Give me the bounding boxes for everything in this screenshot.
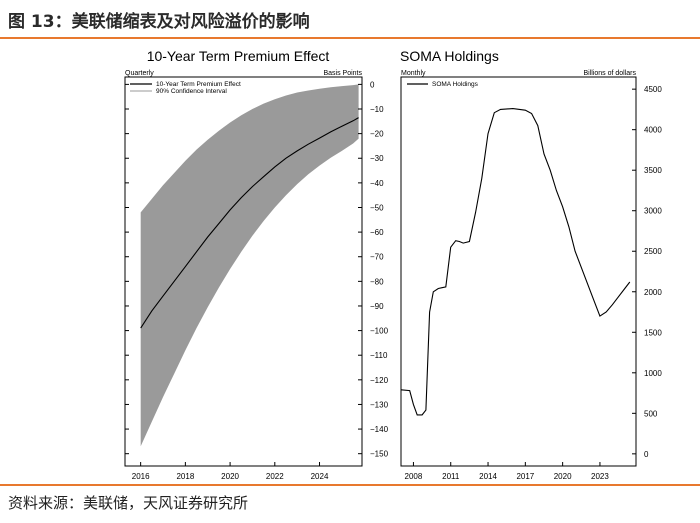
right-y-tick-label: 1000 — [644, 369, 662, 378]
right-y-tick-label: 2500 — [644, 247, 662, 256]
left-legend: 10-Year Term Premium Effect 90% Confiden… — [130, 81, 241, 95]
left-y-tick-label: −50 — [370, 203, 384, 212]
left-y-tick-label: −140 — [370, 425, 389, 434]
right-chart-subtitle-left: Monthly — [401, 70, 426, 77]
left-y-tick-label: −150 — [370, 450, 389, 459]
right-y-tick-label: 4000 — [644, 126, 662, 135]
right-y-tick-label: 0 — [644, 450, 649, 459]
right-y-tick-label: 3500 — [644, 166, 662, 175]
right-x-tick-label: 2011 — [442, 472, 460, 481]
left-x-tick-label: 2020 — [221, 472, 239, 481]
left-x-tick-label: 2018 — [176, 472, 194, 481]
right-y-tick-label: 3000 — [644, 207, 662, 216]
legend-term-premium: 10-Year Term Premium Effect — [156, 81, 241, 88]
figure-title: 图 13：美联储缩表及对风险溢价的影响 — [8, 12, 310, 32]
left-y-tick-label: −100 — [370, 327, 389, 336]
left-chart-subtitle-left: Quarterly — [125, 70, 154, 77]
term-premium-line — [140, 117, 359, 329]
top-rule — [0, 37, 700, 39]
term-premium-chart: 10-Year Term Premium Effect Quarterly Ba… — [124, 48, 389, 481]
right-chart-title: SOMA Holdings — [400, 48, 499, 64]
right-x-tick-label: 2008 — [405, 472, 423, 481]
left-x-tick-label: 2016 — [132, 472, 150, 481]
left-y-tick-label: −20 — [370, 130, 384, 139]
soma-holdings-chart: SOMA Holdings Monthly Billions of dollar… — [400, 48, 662, 481]
right-x-tick-label: 2023 — [591, 472, 609, 481]
left-y-tick-label: −90 — [370, 302, 384, 311]
legend-confidence-interval: 90% Confidence Interval — [156, 88, 227, 95]
right-y-tick-label: 1500 — [644, 328, 662, 337]
left-y-tick-label: −80 — [370, 277, 384, 286]
left-y-tick-label: −30 — [370, 154, 384, 163]
source-note: 资料来源：美联储，天风证券研究所 — [8, 494, 249, 512]
bottom-rule — [0, 484, 700, 486]
right-x-tick-label: 2020 — [554, 472, 572, 481]
left-y-tick-label: −130 — [370, 400, 389, 409]
left-y-tick-label: −110 — [370, 351, 388, 360]
right-chart-subtitle-right: Billions of dollars — [583, 70, 636, 77]
left-y-tick-label: 0 — [370, 80, 375, 89]
right-y-tick-label: 4500 — [644, 85, 662, 94]
left-y-tick-label: −70 — [370, 253, 384, 262]
right-y-tick-label: 500 — [644, 409, 658, 418]
left-y-tick-label: −10 — [370, 105, 384, 114]
right-x-tick-label: 2014 — [479, 472, 497, 481]
left-x-tick-label: 2022 — [266, 472, 284, 481]
left-plot-frame — [124, 76, 363, 467]
soma-holdings-line — [400, 108, 631, 416]
right-y-tick-label: 2000 — [644, 288, 662, 297]
right-plot-frame — [400, 76, 637, 467]
confidence-band — [140, 84, 359, 447]
legend-soma-holdings: SOMA Holdings — [432, 81, 479, 88]
charts-svg: 10-Year Term Premium Effect Quarterly Ba… — [124, 48, 662, 481]
left-y-tick-label: −40 — [370, 179, 384, 188]
right-x-tick-label: 2017 — [516, 472, 534, 481]
right-legend: SOMA Holdings — [407, 81, 479, 88]
left-chart-subtitle-right: Basis Points — [323, 70, 362, 77]
left-chart-title: 10-Year Term Premium Effect — [147, 48, 330, 64]
left-y-tick-label: −60 — [370, 228, 384, 237]
left-y-tick-label: −120 — [370, 376, 389, 385]
left-x-tick-label: 2024 — [311, 472, 329, 481]
